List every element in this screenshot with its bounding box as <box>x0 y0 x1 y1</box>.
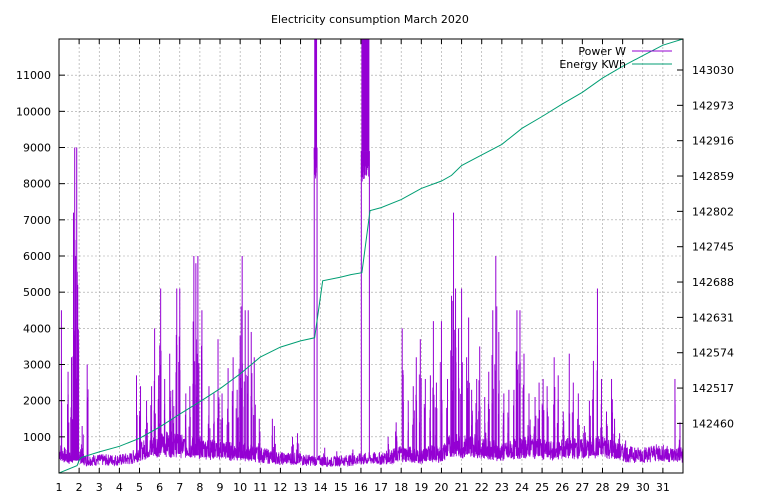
x-tick-label: 10 <box>233 481 247 494</box>
y-left-tick-label: 4000 <box>23 322 51 335</box>
x-tick-label: 6 <box>156 481 163 494</box>
legend-energy-label: Energy KWh <box>559 58 626 71</box>
legend: Power W Energy KWh <box>559 45 672 71</box>
x-tick-label: 21 <box>455 481 469 494</box>
ticks: 1 2 3 4 5 6 7 8 9 10 11 12 13 14 15 16 17 18 19 20 21 22 23 24 2… <box>16 39 734 494</box>
y-right-tick-label: 142802 <box>692 205 734 218</box>
x-tick-label: 26 <box>555 481 569 494</box>
y-right-tick-label: 142574 <box>692 347 734 360</box>
y-right-tick-label: 142517 <box>692 382 734 395</box>
y-right-tick-label: 142973 <box>692 99 734 112</box>
y-left-tick-label: 7000 <box>23 214 51 227</box>
x-tick-label: 20 <box>434 481 448 494</box>
x-tick-label: 9 <box>217 481 224 494</box>
power-high-block <box>361 39 370 152</box>
y-right-tick-label: 142631 <box>692 311 734 324</box>
x-tick-label: 13 <box>294 481 308 494</box>
energy-series <box>59 39 683 473</box>
x-tick-label: 8 <box>196 481 203 494</box>
y-left-tick-label: 1000 <box>23 431 51 444</box>
x-tick-label: 31 <box>656 481 670 494</box>
x-tick-label: 5 <box>136 481 143 494</box>
x-tick-label: 27 <box>575 481 589 494</box>
y-right-tick-label: 142859 <box>692 170 734 183</box>
energy-line <box>59 39 683 473</box>
y-right-tick-label: 142460 <box>692 417 734 430</box>
x-tick-label: 12 <box>273 481 287 494</box>
power-series <box>59 39 683 468</box>
chart-title: Electricity consumption March 2020 <box>271 13 469 26</box>
y-left-tick-label: 8000 <box>23 178 51 191</box>
x-tick-label: 19 <box>414 481 428 494</box>
y-left-tick-label: 11000 <box>16 69 51 82</box>
power-high-block <box>314 39 318 148</box>
y-right-tick-label: 142688 <box>692 276 734 289</box>
x-tick-label: 30 <box>636 481 650 494</box>
x-tick-label: 25 <box>535 481 549 494</box>
x-tick-label: 29 <box>616 481 630 494</box>
x-tick-label: 22 <box>475 481 489 494</box>
x-tick-label: 11 <box>253 481 267 494</box>
y-right-tick-label: 143030 <box>692 64 734 77</box>
x-tick-label: 15 <box>334 481 348 494</box>
x-tick-label: 28 <box>595 481 609 494</box>
x-tick-label: 1 <box>56 481 63 494</box>
y-left-tick-label: 2000 <box>23 395 51 408</box>
y-left-tick-label: 10000 <box>16 105 51 118</box>
x-tick-label: 16 <box>354 481 368 494</box>
y-left-tick-label: 6000 <box>23 250 51 263</box>
x-tick-label: 14 <box>314 481 328 494</box>
y-right-tick-label: 142745 <box>692 241 734 254</box>
y-left-tick-label: 9000 <box>23 142 51 155</box>
y-left-tick-label: 3000 <box>23 359 51 372</box>
x-tick-label: 3 <box>96 481 103 494</box>
x-tick-label: 7 <box>176 481 183 494</box>
y-right-tick-label: 142916 <box>692 135 734 148</box>
x-tick-label: 4 <box>116 481 123 494</box>
x-tick-label: 18 <box>394 481 408 494</box>
y-left-tick-label: 5000 <box>23 286 51 299</box>
x-tick-label: 24 <box>515 481 529 494</box>
x-tick-label: 17 <box>374 481 388 494</box>
legend-power-label: Power W <box>578 45 626 58</box>
x-tick-label: 23 <box>495 481 509 494</box>
grid <box>59 39 683 473</box>
x-tick-label: 2 <box>76 481 83 494</box>
